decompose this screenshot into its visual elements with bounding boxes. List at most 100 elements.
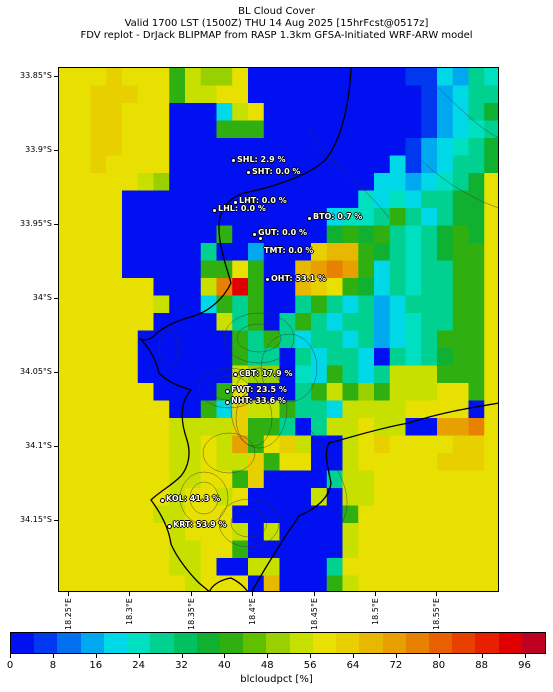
station-marker[interactable] [252,232,257,237]
grid-cell [216,278,233,297]
grid-cell [484,243,498,262]
grid-cell [74,190,92,209]
grid-cell [263,85,281,104]
grid-cell [153,330,170,349]
grid-cell [232,208,249,227]
grid-cell [452,365,470,384]
grid-cell [405,558,422,577]
grid-cell [106,120,123,139]
grid-cell [437,453,454,472]
colorbar-segment [405,633,429,653]
grid-cell [216,383,233,402]
grid-cell [169,523,186,542]
station-marker[interactable] [246,170,251,175]
grid-cell [295,365,312,384]
grid-cell [311,383,328,402]
grid-cell [200,383,218,402]
grid-cell [484,453,498,472]
grid-cell [405,540,422,559]
grid-cell [169,138,186,157]
colorbar-tick [438,654,440,658]
grid-cell [185,330,202,349]
grid-cell [200,260,218,279]
grid-cell [74,278,92,297]
grid-cell [279,505,296,524]
station-marker[interactable] [265,277,270,282]
lat-tick [54,224,58,225]
grid-cell [185,400,202,419]
grid-cell [169,173,186,192]
station-marker[interactable] [160,498,165,503]
station-marker[interactable] [225,389,230,394]
grid-cell [452,330,470,349]
grid-cell [200,313,218,332]
lon-label: 18.3°E [125,598,134,625]
grid-cell [342,330,359,349]
grid-cell [169,243,186,262]
grid-cell [263,260,281,279]
grid-cell [122,120,139,139]
grid-cell [326,505,344,524]
station-marker[interactable] [225,400,230,405]
colorbar-segment [452,633,476,653]
grid-cell [122,225,139,244]
station-marker[interactable] [212,208,217,213]
grid-cell [232,68,249,87]
lat-tick [54,150,58,151]
grid-cell [200,138,218,157]
grid-cell [389,330,407,349]
grid-cell [200,120,218,139]
station-marker[interactable] [258,236,263,241]
grid-cell [342,540,359,559]
grid-cell [484,435,498,454]
grid-cell [326,208,344,227]
grid-cell [137,418,155,437]
grid-cell [185,173,202,192]
grid-cell [200,488,218,507]
grid-cell [122,260,139,279]
grid-cell [232,523,249,542]
station-marker[interactable] [233,200,238,205]
grid-cell [389,85,407,104]
grid-cell [153,523,170,542]
grid-cell [405,575,422,591]
grid-cell [358,225,375,244]
grid-cell [452,313,470,332]
grid-cell [452,173,470,192]
station-label: OHT: 53.1 % [271,274,327,283]
grid-cell [295,470,312,489]
grid-cell [59,453,76,472]
grid-cell [468,103,485,122]
station-marker[interactable] [167,524,172,529]
colorbar-tick-label: 88 [475,660,489,671]
grid-cell [452,505,470,524]
grid-cell [90,138,107,157]
grid-cell [342,155,359,174]
grid-cell [452,295,470,314]
grid-cell [326,575,344,591]
grid-cell [405,400,422,419]
grid-cell [452,208,470,227]
grid-cell [169,383,186,402]
station-marker[interactable] [307,216,312,221]
grid-cell [263,488,281,507]
lat-label: 34.15°S [20,515,52,524]
grid-cell [169,85,186,104]
grid-cell [248,453,265,472]
cloud-cover-map[interactable]: SHL: 2.9 % SHT: 0.0 % LHT: 0.0 % LHL: 0.0 %… [58,67,499,592]
grid-cell [200,575,218,591]
grid-cell [90,85,107,104]
grid-cell [200,68,218,87]
grid-cell [374,505,391,524]
grid-cell [437,558,454,577]
station-marker[interactable] [231,158,236,163]
grid-cell [106,138,123,157]
grid-cell [153,208,170,227]
grid-cell [326,348,344,367]
grid-cell [74,85,92,104]
station-marker[interactable] [233,372,238,377]
grid-cell [153,260,170,279]
grid-cell [326,418,344,437]
grid-cell [295,330,312,349]
grid-cell [185,470,202,489]
